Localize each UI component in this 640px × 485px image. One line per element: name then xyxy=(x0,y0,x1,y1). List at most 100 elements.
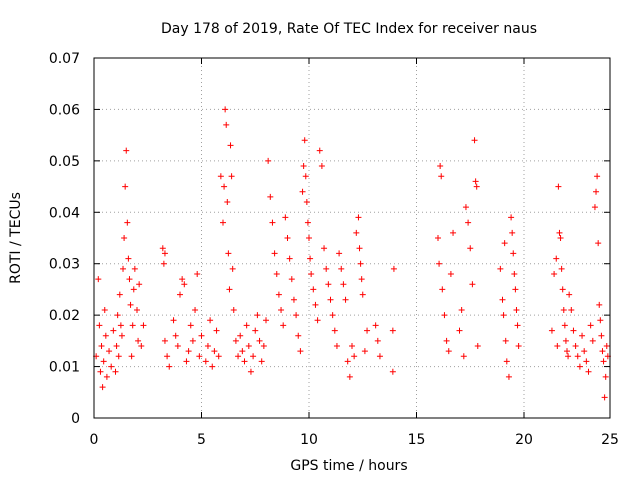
data-point xyxy=(318,163,325,169)
data-point xyxy=(284,235,291,241)
data-point xyxy=(512,286,519,293)
data-point xyxy=(254,312,261,319)
data-point xyxy=(226,286,233,293)
data-point xyxy=(103,373,110,380)
data-point xyxy=(548,327,555,334)
data-point xyxy=(172,332,179,339)
data-point xyxy=(179,276,186,283)
data-point xyxy=(290,296,297,303)
data-point xyxy=(329,312,336,319)
data-point xyxy=(207,317,214,324)
data-point xyxy=(96,322,103,329)
data-point xyxy=(113,343,120,349)
data-point xyxy=(564,348,570,355)
data-point xyxy=(198,332,205,339)
data-point xyxy=(554,343,561,349)
data-point xyxy=(250,353,257,360)
data-point xyxy=(101,307,108,313)
data-point xyxy=(353,229,360,236)
data-point xyxy=(314,317,321,324)
data-point xyxy=(288,276,295,283)
data-point xyxy=(275,291,282,298)
data-point xyxy=(342,296,349,303)
data-point xyxy=(325,281,332,288)
data-point xyxy=(124,219,131,226)
axis-ticks xyxy=(93,57,611,419)
data-point xyxy=(196,353,203,360)
data-point xyxy=(596,301,603,308)
data-point xyxy=(102,332,109,339)
data-point xyxy=(601,394,608,401)
y-tick-label: 0.05 xyxy=(49,154,80,170)
data-point xyxy=(215,353,222,360)
data-point xyxy=(559,286,566,293)
data-point xyxy=(570,327,577,334)
data-point xyxy=(260,343,267,349)
data-point xyxy=(316,147,323,154)
data-point xyxy=(560,307,567,313)
data-point xyxy=(293,312,300,319)
data-point xyxy=(439,286,446,293)
data-point xyxy=(450,229,457,236)
data-point xyxy=(223,121,230,128)
data-point xyxy=(568,307,575,313)
data-point xyxy=(473,183,480,190)
data-point xyxy=(230,307,237,313)
data-point xyxy=(97,368,104,375)
data-point xyxy=(122,183,129,190)
x-tick-label: 25 xyxy=(601,432,619,448)
data-point xyxy=(136,281,143,288)
data-point xyxy=(514,322,521,329)
data-point xyxy=(273,271,280,277)
data-point xyxy=(447,271,454,277)
data-point xyxy=(116,291,123,298)
data-point xyxy=(306,235,312,241)
data-point xyxy=(118,332,125,339)
data-point xyxy=(505,373,512,380)
data-point xyxy=(211,348,218,355)
data-point xyxy=(130,286,137,293)
data-point xyxy=(594,173,601,180)
data-point xyxy=(258,358,265,365)
data-point xyxy=(312,301,319,308)
data-point xyxy=(108,363,115,370)
data-point xyxy=(252,327,259,334)
data-point xyxy=(127,301,134,308)
data-point xyxy=(467,245,474,252)
data-point xyxy=(349,343,355,349)
data-point xyxy=(302,173,309,180)
data-point xyxy=(438,173,445,180)
data-point xyxy=(117,322,124,329)
data-point xyxy=(307,255,314,262)
data-point xyxy=(321,245,328,252)
x-tick-labels: 0 5 10 15 20 25 xyxy=(90,432,619,448)
data-point xyxy=(135,337,142,344)
data-point xyxy=(553,255,560,262)
data-point xyxy=(551,271,558,277)
data-point xyxy=(271,250,278,257)
data-point xyxy=(299,188,306,195)
data-point xyxy=(364,327,371,334)
data-point xyxy=(138,343,145,349)
data-point xyxy=(243,322,250,329)
data-point xyxy=(140,322,147,329)
data-point xyxy=(336,250,343,257)
data-point xyxy=(591,204,598,211)
data-point xyxy=(95,276,102,283)
data-point xyxy=(308,271,315,277)
data-point xyxy=(241,358,248,365)
data-point xyxy=(194,271,201,277)
data-point xyxy=(597,317,604,324)
data-point xyxy=(460,353,467,360)
data-point xyxy=(224,199,231,205)
data-point xyxy=(557,235,564,241)
data-point xyxy=(280,322,287,329)
data-point xyxy=(558,265,565,272)
data-point xyxy=(471,137,478,144)
data-point xyxy=(237,332,244,339)
chart-title: Day 178 of 2019, Rate Of TEC Index for r… xyxy=(161,21,537,37)
data-point xyxy=(598,332,605,339)
data-point xyxy=(445,348,452,355)
data-point xyxy=(123,147,130,154)
